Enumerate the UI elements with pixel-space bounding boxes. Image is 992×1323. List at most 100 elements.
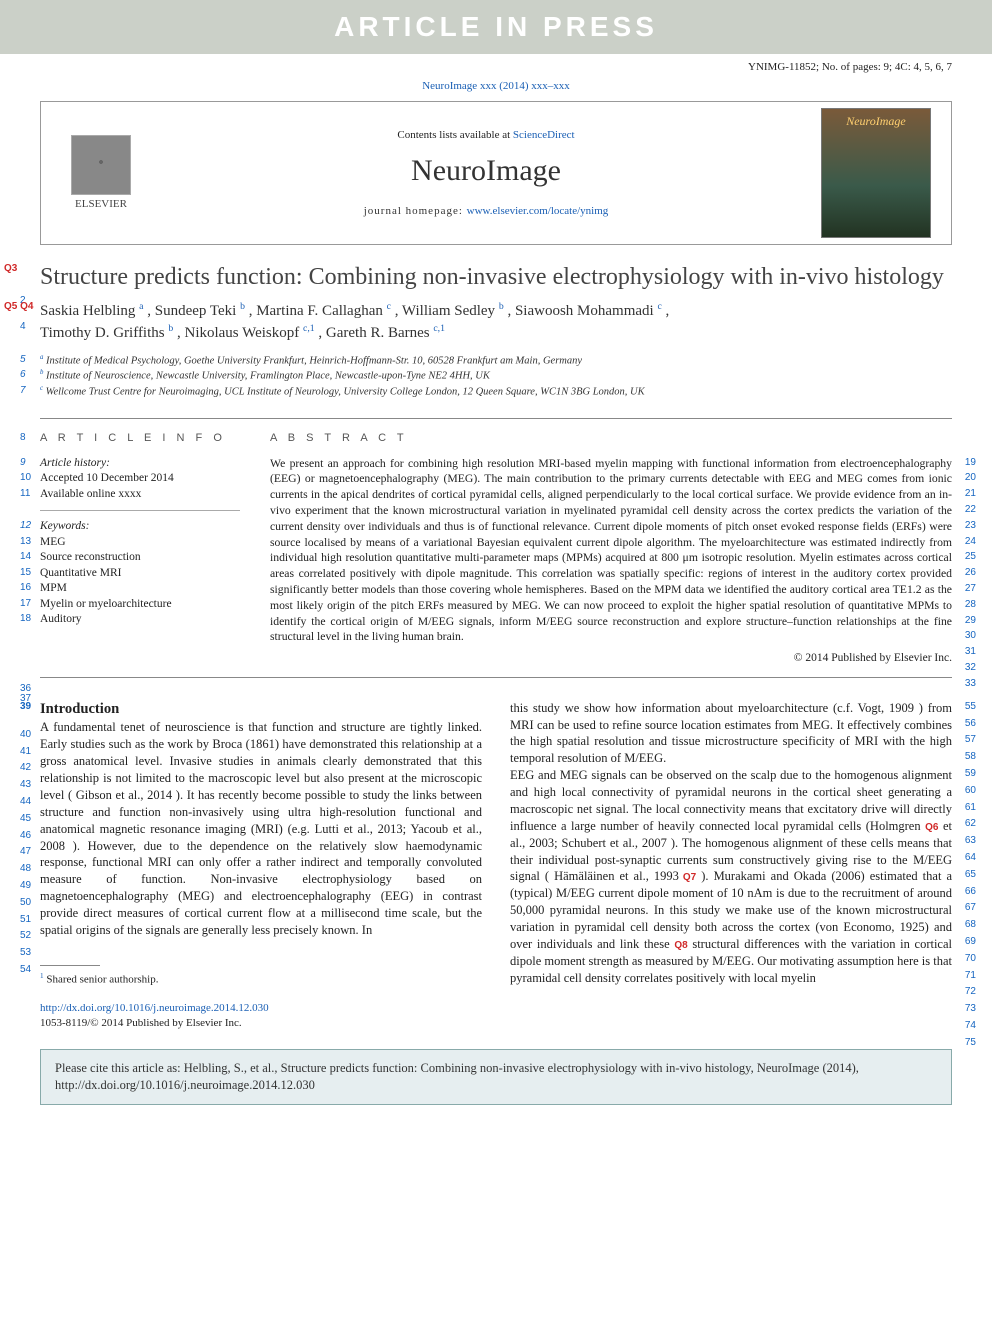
citation-link[interactable]: Schubert et al., 2007: [562, 836, 667, 850]
line-number: 61: [965, 801, 976, 815]
line-number: 28: [965, 598, 976, 612]
author-name: , Siawoosh Mohammadi: [507, 303, 657, 319]
line-number: 69: [965, 935, 976, 949]
affiliation-b: 6 b Institute of Neuroscience, Newcastle…: [40, 368, 952, 384]
author-list: Q5 Q4 4 Saskia Helbling a , Sundeep Teki…: [40, 300, 952, 343]
cite-prefix: Please cite this article as: Helbling, S…: [55, 1061, 859, 1075]
citation-link[interactable]: Murakami and Okada (2006): [714, 869, 865, 883]
title-text: Structure predicts function: Combining n…: [40, 264, 944, 290]
citation-box: Please cite this article as: Helbling, S…: [40, 1049, 952, 1105]
line-number: 16: [20, 581, 31, 595]
affil-sup: c: [387, 301, 391, 312]
abstract-heading: A B S T R A C T: [270, 431, 952, 446]
journal-ref-link[interactable]: NeuroImage xxx (2014) xxx–xxx: [422, 80, 570, 92]
footnote: 1 Shared senior authorship.: [40, 972, 482, 988]
online-date: 11 Available online xxxx: [40, 487, 240, 503]
line-number: 8: [20, 431, 30, 445]
line-number: 15: [20, 566, 31, 580]
citation-link[interactable]: Hämäläinen et al., 1993: [554, 869, 679, 883]
line-number: 20: [965, 471, 976, 485]
keyword: 13MEG: [40, 535, 240, 551]
author-name: Saskia Helbling: [40, 303, 139, 319]
line-number: 26: [965, 566, 976, 580]
line-number: 21: [965, 487, 976, 501]
sciencedirect-link[interactable]: ScienceDirect: [513, 129, 575, 141]
affil-sup: b: [168, 323, 173, 334]
affiliation-c: 7 c Wellcome Trust Centre for Neuroimagi…: [40, 384, 952, 400]
keywords-label: 12 Keywords:: [40, 519, 240, 535]
accepted-date: 10 Accepted 10 December 2014: [40, 471, 240, 487]
body-column-right: this study we show how information about…: [510, 700, 952, 1031]
line-number: 42: [20, 761, 31, 775]
affil-sup: c,1: [433, 323, 445, 334]
line-number: 44: [20, 795, 31, 809]
article-title: Q3 2 Structure predicts function: Combin…: [40, 263, 952, 292]
body-two-columns: 39 Introduction A fundamental tenet of n…: [40, 700, 952, 1031]
line-number: 47: [20, 845, 31, 859]
line-number: 68: [965, 918, 976, 932]
line-number: 12: [20, 519, 31, 533]
citation-link[interactable]: Gibson et al., 2014: [76, 788, 172, 802]
line-number: 43: [20, 778, 31, 792]
line-number: 40: [20, 728, 31, 742]
affil-sup: b: [240, 301, 245, 312]
homepage-prefix: journal homepage:: [364, 205, 467, 217]
abstract-copyright: 34 © 2014 Published by Elsevier Inc.: [270, 651, 952, 667]
abstract-text: We present an approach for combining hig…: [270, 456, 952, 646]
line-number: 31: [965, 645, 976, 659]
line-number: 57: [965, 733, 976, 747]
line-number: 59: [965, 767, 976, 781]
affiliation-text: Institute of Medical Psychology, Goethe …: [46, 355, 582, 366]
homepage-line: journal homepage: www.elsevier.com/locat…: [157, 204, 815, 219]
line-number: 62: [965, 817, 976, 831]
line-number: 6: [20, 368, 26, 382]
line-number: 33: [965, 677, 976, 691]
line-number: 11: [20, 487, 30, 501]
line-number: 50: [20, 896, 31, 910]
keyword: 18Auditory: [40, 612, 240, 628]
query-q8-badge: Q8: [674, 940, 687, 951]
line-number: 58: [965, 750, 976, 764]
line-number: 49: [20, 879, 31, 893]
body-column-left: 39 Introduction A fundamental tenet of n…: [40, 700, 482, 1031]
author-name: , William Sedley: [395, 303, 499, 319]
keyword: 17Myelin or myeloarchitecture: [40, 597, 240, 613]
intro-paragraph-2: EEG and MEG signals can be observed on t…: [510, 767, 952, 986]
abstract-column: A B S T R A C T We present an approach f…: [270, 431, 952, 667]
contents-line: Contents lists available at ScienceDirec…: [157, 128, 815, 143]
line-number: 71: [965, 969, 976, 983]
line-number: 53: [20, 946, 31, 960]
query-q5q4-badge: Q5 Q4: [4, 300, 33, 314]
line-number: 39: [20, 700, 31, 714]
line-number: 75: [965, 1036, 976, 1050]
query-q6-badge: Q6: [925, 822, 938, 833]
author-name: Timothy D. Griffiths: [40, 325, 168, 341]
cite-doi-link[interactable]: http://dx.doi.org/10.1016/j.neuroimage.2…: [55, 1078, 315, 1092]
line-number: 4: [20, 320, 26, 334]
keyword: 15Quantitative MRI: [40, 566, 240, 582]
affil-sup: c: [657, 301, 661, 312]
keyword: 14Source reconstruction: [40, 550, 240, 566]
line-number: 65: [965, 868, 976, 882]
affil-sup: c,1: [303, 323, 315, 334]
journal-reference-line[interactable]: NeuroImage xxx (2014) xxx–xxx: [0, 77, 992, 102]
citation-link[interactable]: Vogt, 1909: [858, 701, 914, 715]
line-number: 51: [20, 913, 31, 927]
doi-link[interactable]: http://dx.doi.org/10.1016/j.neuroimage.2…: [40, 1002, 269, 1014]
line-number: 66: [965, 885, 976, 899]
line-number: 23: [965, 519, 976, 533]
doi-block: http://dx.doi.org/10.1016/j.neuroimage.2…: [40, 1001, 482, 1031]
contents-prefix: Contents lists available at: [397, 129, 512, 141]
query-q3-badge: Q3: [4, 263, 17, 275]
line-number: 48: [20, 862, 31, 876]
introduction-heading: 39 Introduction: [40, 700, 482, 720]
keywords-block: 12 Keywords: 13MEG 14Source reconstructi…: [40, 519, 240, 636]
intro-paragraph-1: A fundamental tenet of neuroscience is t…: [40, 719, 482, 938]
line-number: 14: [20, 550, 31, 564]
citation-link[interactable]: Broca (1861): [212, 737, 279, 751]
line-number: 60: [965, 784, 976, 798]
journal-homepage-link[interactable]: www.elsevier.com/locate/ynimg: [467, 205, 609, 217]
author-name: , Sundeep Teki: [147, 303, 240, 319]
publisher-label: ELSEVIER: [75, 197, 127, 212]
affil-sup: a: [139, 301, 143, 312]
